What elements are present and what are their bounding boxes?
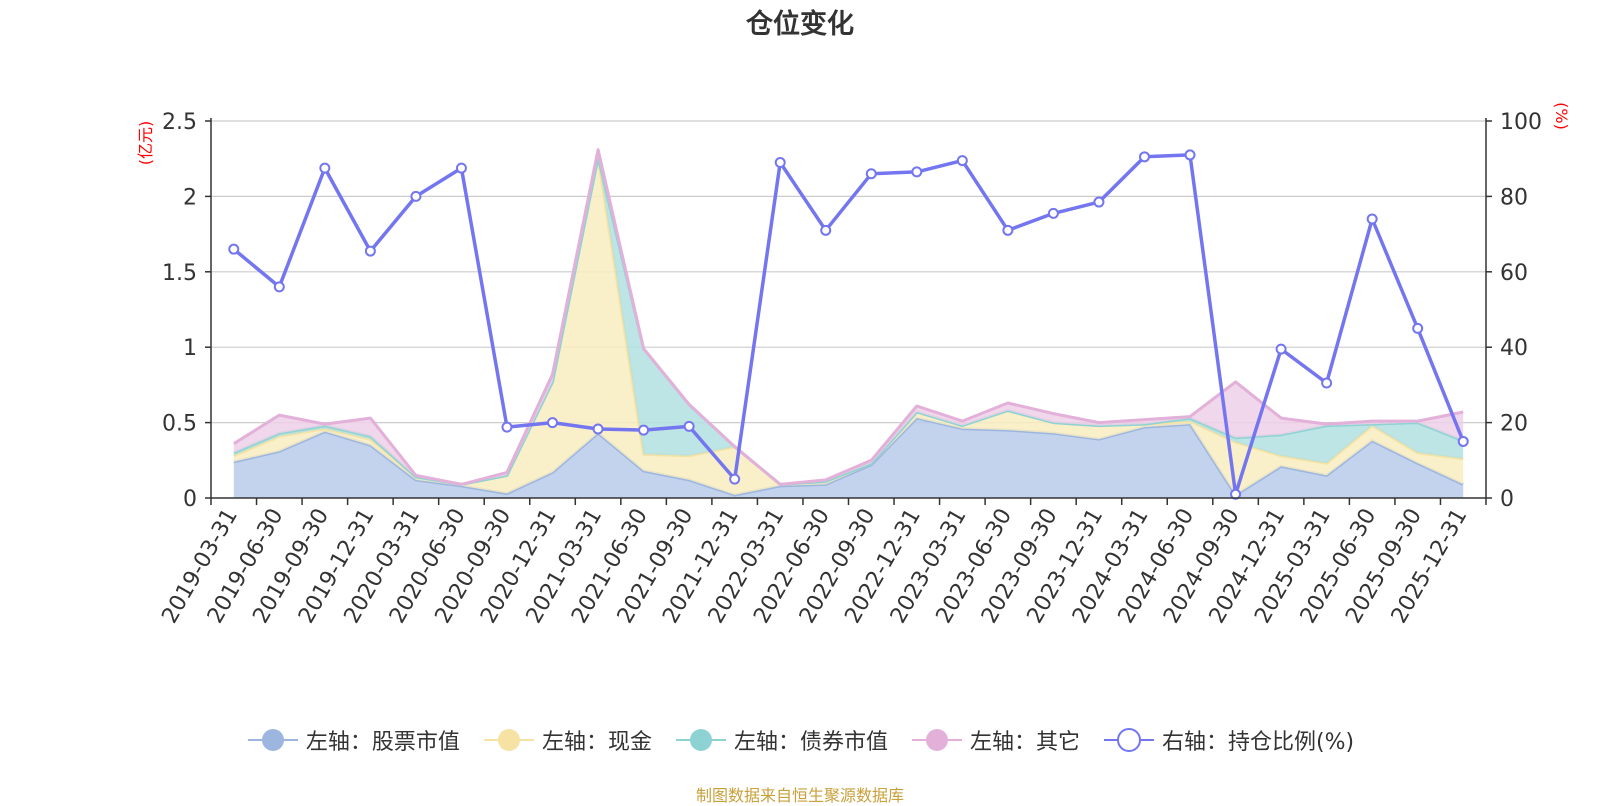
ratio-point [774,156,786,168]
legend-symbol-cash [483,729,534,751]
data-source-note: 制图数据来自恒生聚源数据库 [695,786,904,805]
right-axis-tick-label: 80 [1500,185,1528,210]
legend-symbol-other [911,729,962,751]
ratio-point [1321,377,1333,389]
ratio-point [410,190,422,202]
ratio-point [1002,224,1014,236]
ratio-point [1184,149,1196,161]
area-bond [233,157,1464,485]
legend-symbol-ratio [1103,728,1154,752]
left-axis-tick-label: 2.5 [162,110,197,135]
left-axis-unit: (亿元) [136,121,155,166]
left-axis-tick-label: 0.5 [162,412,197,437]
right-axis-tick-label: 60 [1500,261,1528,286]
stacked-areas [233,148,1464,498]
legend-symbol-stock [247,729,298,751]
left-axis-tick-label: 0 [183,487,197,512]
ratio-point [364,245,376,257]
legend-item-ratio[interactable]: 右轴：持仓比例(%) [1102,724,1354,756]
legend-label: 左轴：股票市值 [305,730,460,755]
left-axis-tick-label: 2 [183,185,197,210]
ratio-point [683,420,695,432]
area-edge-bond [233,155,1464,486]
ratio-point [455,162,467,174]
legend-item-cash[interactable]: 左轴：现金 [482,724,652,756]
axes: 00.511.522.50204060801002019-03-312019-0… [157,110,1542,628]
legend-item-stock[interactable]: 左轴：股票市值 [246,724,460,756]
legend-item-bond[interactable]: 左轴：债券市值 [674,724,888,756]
area-cash [233,157,1464,495]
legend-item-other[interactable]: 左轴：其它 [910,724,1080,756]
right-axis-tick-label: 20 [1500,412,1528,437]
ratio-point [820,224,832,236]
ratio-point [1093,196,1105,208]
left-axis-tick-label: 1.5 [162,261,197,286]
ratio-point [228,243,240,255]
ratio-point [273,281,285,293]
grid-lines [211,120,1486,424]
right-axis-tick-label: 0 [1500,487,1514,512]
ratio-point [319,162,331,174]
ratio-point [956,155,968,167]
ratio-point [1412,322,1424,334]
chart-title: 仓位变化 [746,9,854,40]
right-axis-unit: (%) [1552,102,1571,130]
ratio-point [1138,151,1150,163]
ratio-point [1047,207,1059,219]
legend: 左轴：股票市值 左轴：现金 左轴：债券市值 左轴：其它 右轴：持仓比例(%) [0,722,1600,758]
ratio-point [592,423,604,435]
ratio-point [911,166,923,178]
ratio-point [638,424,650,436]
ratio-point [865,168,877,180]
legend-symbol-bond [675,729,726,751]
ratio-point [729,473,741,485]
legend-label: 右轴：持仓比例(%) [1161,730,1355,755]
legend-label: 左轴：现金 [541,730,652,755]
right-axis-tick-label: 100 [1500,110,1542,135]
ratio-point [1366,213,1378,225]
right-axis-tick-label: 40 [1500,336,1528,361]
legend-label: 左轴：其它 [969,730,1080,755]
ratio-point [1275,343,1287,355]
ratio-point [1457,435,1469,447]
area-edge-other [233,148,1464,486]
ratio-point [547,417,559,429]
legend-label: 左轴：债券市值 [733,730,888,755]
ratio-polyline [232,153,1465,496]
ratio-point [501,421,513,433]
ratio-line [228,149,1469,500]
left-axis-tick-label: 1 [183,336,197,361]
